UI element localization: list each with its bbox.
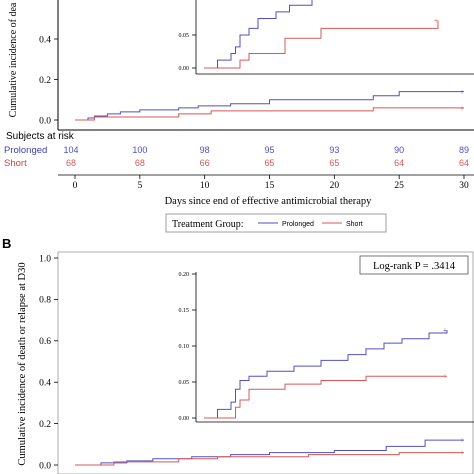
at-risk-short-value: 65 (329, 158, 339, 168)
panel-b-ytick-label: 0.2 (39, 420, 51, 430)
panel-b-ytick-label: 0.0 (39, 461, 51, 471)
panel-b-inset-ytick-label: 0.10 (179, 344, 190, 350)
panel-b-inset-ytick-label: 0.05 (179, 380, 190, 386)
panel-a-inset-ytick-label: 0.05 (179, 33, 190, 39)
panel-a-censor-short: + (460, 104, 465, 113)
at-risk-prolonged-value: 93 (329, 145, 339, 155)
panel-a-inset-line-short (204, 20, 439, 69)
panel-a-xtick-label: 20 (330, 181, 340, 191)
panel-a-inset-censor-short: + (434, 16, 439, 25)
panel-b-ytick-label: 0.8 (39, 296, 51, 306)
panel-b-censor-prolonged: + (460, 436, 465, 445)
legend-entry-short: Short (346, 221, 363, 228)
panel-b-ytick-label: 1.0 (39, 254, 51, 264)
panel-b-line-short (75, 452, 464, 466)
panel-b-ytick-label: 0.4 (39, 379, 51, 389)
at-risk-prolonged-value: 95 (264, 145, 274, 155)
panel-b-letter: B (2, 236, 11, 251)
legend-frame (165, 213, 387, 233)
panel-a-line-prolonged (75, 91, 464, 121)
panel-b-line-prolonged (75, 439, 464, 466)
at-risk-short-value: 65 (264, 158, 274, 168)
panel-a: Cumulative incidence of dea 0.0 0.2 0.4 + +… (4, 0, 474, 233)
legend: Treatment Group: Prolonged Short (165, 213, 387, 233)
panel-b-ylabel: Cumulative incidence of death or relapse… (17, 262, 28, 465)
panel-b-inset-line-prolonged (204, 330, 448, 419)
at-risk-prolonged-value: 89 (459, 145, 469, 155)
legend-entry-prolonged: Prolonged (282, 221, 314, 228)
panel-b-frame (57, 251, 474, 474)
panel-a-xlabel: Days since end of effective antimicrobia… (165, 196, 373, 207)
at-risk-label-prolonged: Prolonged (4, 145, 47, 156)
at-risk-prolonged-value: 90 (394, 145, 404, 155)
panel-a-xtick-label: 10 (200, 181, 210, 191)
panel-a-inset-ytick-label: 0.00 (179, 66, 190, 72)
panel-a-ytick-label: 0.4 (39, 35, 51, 45)
panel-b-inset-ytick-label: 0.20 (179, 272, 190, 278)
panel-a-xtick-label: 5 (137, 181, 142, 191)
panel-b-inset-censor-short: + (443, 372, 448, 381)
legend-title: Treatment Group: (172, 219, 244, 230)
logrank-box (359, 255, 469, 275)
panel-b-inset: 0.20 0.15 0.10 0.05 0.00 + + (179, 272, 474, 423)
panel-a-xtick-label: 15 (265, 181, 275, 191)
panel-a-ylabel: Cumulative incidence of dea (8, 2, 19, 117)
at-risk-short-value: 64 (394, 158, 404, 168)
panel-b-censor-short: + (460, 449, 465, 458)
at-risk-title: Subjects at risk (6, 131, 75, 142)
at-risk-prolonged-value: 98 (200, 145, 210, 155)
panel-b-inset-ytick-label: 0.00 (179, 416, 190, 422)
panel-a-line-short (75, 107, 464, 121)
at-risk-short-value: 66 (200, 158, 210, 168)
at-risk-prolonged-value: 100 (132, 145, 147, 155)
panel-b-inset-line-short (204, 375, 447, 419)
panel-a-inset: 0.050.00 ++ (179, 0, 474, 75)
at-risk-prolonged-value: 104 (63, 145, 78, 155)
panel-a-ytick-label: 0.0 (39, 116, 51, 126)
panel-b-ytick-label: 0.6 (39, 337, 51, 347)
at-risk-label-short: Short (4, 158, 27, 169)
panel-a-xtick-label: 30 (459, 181, 469, 191)
at-risk-short-value: 68 (135, 158, 145, 168)
panel-a-censor-prolonged: + (460, 88, 465, 97)
panel-b-inset-ytick-label: 0.15 (179, 308, 190, 314)
panel-b: B Cumulative incidence of death or relap… (2, 236, 474, 474)
at-risk-short-value: 68 (66, 158, 76, 168)
panel-a-xtick-label: 25 (394, 181, 404, 191)
panel-a-inset-line-prolonged (204, 0, 313, 69)
panel-b-inset-censor-prolonged: + (443, 326, 448, 335)
panel-a-ytick-label: 0.2 (39, 76, 51, 86)
panel-a-xtick-label: 0 (73, 181, 78, 191)
at-risk-short-value: 64 (459, 158, 469, 168)
logrank-annotation: Log-rank P = .3414 (373, 261, 456, 272)
